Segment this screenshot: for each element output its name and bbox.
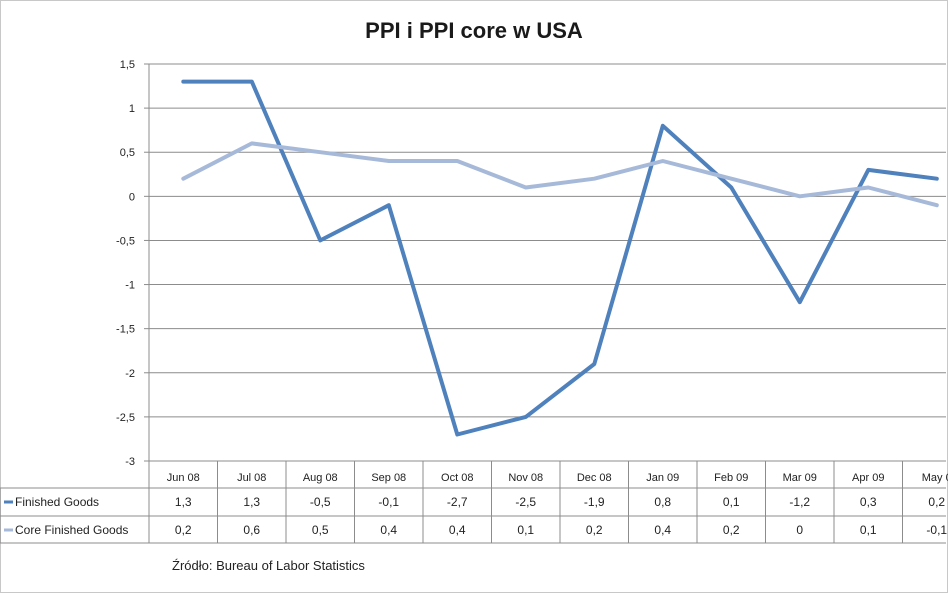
data-value-label: 0,1 [723,495,740,509]
data-value-label: 0,5 [312,523,329,537]
data-value-label: 0,4 [654,523,671,537]
y-tick-label: -3 [125,456,135,468]
data-value-label: -0,5 [310,495,331,509]
data-value-label: 0,2 [586,523,603,537]
y-tick-label: 0 [129,191,135,203]
data-value-label: 0,2 [928,495,945,509]
series-line-1 [181,79,939,437]
legend-label: Finished Goods [15,495,99,509]
x-category-label: Feb 09 [714,472,748,484]
data-value-label: 1,3 [243,495,260,509]
data-value-label: 0,8 [654,495,671,509]
x-category-label: Mar 09 [783,472,817,484]
data-value-label: -0,1 [378,495,399,509]
x-category-label: May 0 [922,472,948,484]
x-category-label: Nov 08 [508,472,543,484]
data-value-label: 0,1 [517,523,534,537]
x-category-label: Aug 08 [303,472,338,484]
data-value-label: 0,2 [175,523,192,537]
data-value-label: -1,2 [789,495,810,509]
x-category-label: Jun 08 [167,472,200,484]
source-note: Źródło: Bureau of Labor Statistics [172,558,365,573]
x-category-label: Apr 09 [852,472,884,484]
x-category-label: Jul 08 [237,472,266,484]
y-tick-label: -2 [125,368,135,380]
y-tick-label: -0,5 [116,235,135,247]
data-value-label: 1,3 [175,495,192,509]
y-tick-label: -1 [125,280,135,292]
data-value-label: 0,1 [860,523,877,537]
y-tick-label: -2,5 [116,412,135,424]
series-line-2 [181,141,939,208]
x-category-label: Dec 08 [577,472,612,484]
y-tick-label: 1,5 [120,59,135,71]
data-value-label: 0,3 [860,495,877,509]
y-tick-label: 0,5 [120,147,135,159]
data-value-label: 0,4 [449,523,466,537]
x-category-label: Jan 09 [646,472,679,484]
data-value-label: 0,4 [380,523,397,537]
y-tick-label: 1 [129,103,135,115]
data-value-label: -1,9 [584,495,605,509]
data-value-label: 0,2 [723,523,740,537]
data-value-label: -2,7 [447,495,468,509]
data-value-label: -2,5 [515,495,536,509]
x-category-label: Sep 08 [371,472,406,484]
y-tick-label: -1,5 [116,324,135,336]
data-value-label: -0,1 [926,523,947,537]
data-value-label: 0 [796,523,803,537]
chart-title: PPI i PPI core w USA [365,18,583,43]
x-category-label: Oct 08 [441,472,473,484]
legend-label: Core Finished Goods [15,523,128,537]
data-value-label: 0,6 [243,523,260,537]
